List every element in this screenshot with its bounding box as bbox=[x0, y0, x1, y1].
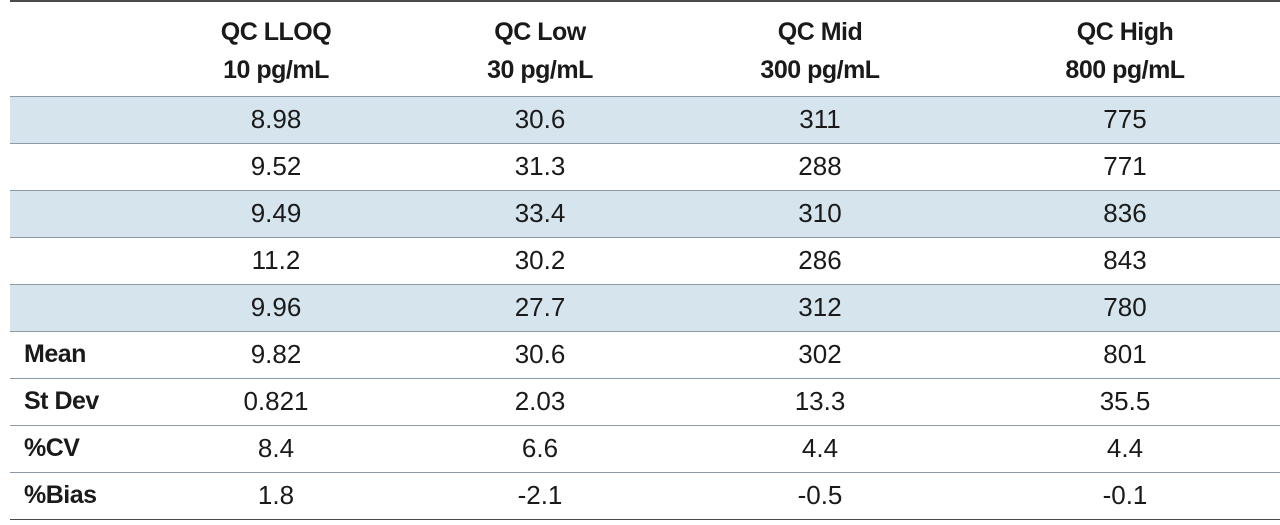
cell-value: 8.4 bbox=[142, 425, 410, 473]
header-name: QC LLOQ bbox=[220, 17, 332, 46]
cell-value: 30.6 bbox=[410, 96, 670, 144]
header-name: QC High bbox=[1076, 17, 1174, 46]
cell-value: 775 bbox=[970, 96, 1280, 144]
table-header-row: QC LLOQ 10 pg/mL QC Low 30 pg/mL QC Mid … bbox=[10, 0, 1280, 97]
cell-value: 843 bbox=[970, 237, 1280, 285]
header-name: QC Mid bbox=[777, 17, 863, 46]
cell-value: 8.98 bbox=[142, 96, 410, 144]
header-concentration: 10 pg/mL bbox=[223, 55, 329, 84]
table-row-bias: %Bias 1.8 -2.1 -0.5 -0.1 bbox=[10, 472, 1280, 520]
cell-value: 33.4 bbox=[410, 190, 670, 238]
cell-value: 801 bbox=[970, 331, 1280, 379]
cell-value: 31.3 bbox=[410, 143, 670, 191]
header-cell-qc-low: QC Low 30 pg/mL bbox=[410, 0, 670, 97]
cell-value: 30.6 bbox=[410, 331, 670, 379]
cell-value: 13.3 bbox=[670, 378, 970, 426]
row-label bbox=[10, 96, 142, 144]
cell-value: 35.5 bbox=[970, 378, 1280, 426]
table-row: 9.52 31.3 288 771 bbox=[10, 143, 1280, 191]
cell-value: 4.4 bbox=[970, 425, 1280, 473]
cell-value: 1.8 bbox=[142, 472, 410, 520]
cell-value: 27.7 bbox=[410, 284, 670, 332]
cell-value: -2.1 bbox=[410, 472, 670, 520]
cell-value: 312 bbox=[670, 284, 970, 332]
cell-value: 311 bbox=[670, 96, 970, 144]
table-row: 8.98 30.6 311 775 bbox=[10, 96, 1280, 144]
cell-value: 9.96 bbox=[142, 284, 410, 332]
cell-value: 771 bbox=[970, 143, 1280, 191]
header-cell-qc-high: QC High 800 pg/mL bbox=[970, 0, 1280, 97]
cell-value: 0.821 bbox=[142, 378, 410, 426]
header-cell-qc-mid: QC Mid 300 pg/mL bbox=[670, 0, 970, 97]
row-label-bias: %Bias bbox=[10, 472, 142, 520]
qc-results-table-container: QC LLOQ 10 pg/mL QC Low 30 pg/mL QC Mid … bbox=[10, 0, 1280, 520]
table-row: 9.96 27.7 312 780 bbox=[10, 284, 1280, 332]
header-name: QC Low bbox=[494, 17, 586, 46]
table-row-mean: Mean 9.82 30.6 302 801 bbox=[10, 331, 1280, 379]
cell-value: 9.49 bbox=[142, 190, 410, 238]
cell-value: -0.5 bbox=[670, 472, 970, 520]
cell-value: 302 bbox=[670, 331, 970, 379]
header-concentration: 30 pg/mL bbox=[487, 55, 593, 84]
cell-value: 30.2 bbox=[410, 237, 670, 285]
table-row-st-dev: St Dev 0.821 2.03 13.3 35.5 bbox=[10, 378, 1280, 426]
header-concentration: 800 pg/mL bbox=[1065, 55, 1185, 84]
cell-value: -0.1 bbox=[970, 472, 1280, 520]
cell-value: 9.82 bbox=[142, 331, 410, 379]
cell-value: 836 bbox=[970, 190, 1280, 238]
row-label-mean: Mean bbox=[10, 331, 142, 379]
cell-value: 780 bbox=[970, 284, 1280, 332]
row-label bbox=[10, 237, 142, 285]
header-cell-empty bbox=[10, 0, 142, 97]
cell-value: 11.2 bbox=[142, 237, 410, 285]
cell-value: 2.03 bbox=[410, 378, 670, 426]
header-cell-qc-lloq: QC LLOQ 10 pg/mL bbox=[142, 0, 410, 97]
cell-value: 288 bbox=[670, 143, 970, 191]
row-label bbox=[10, 190, 142, 238]
table-row-cv: %CV 8.4 6.6 4.4 4.4 bbox=[10, 425, 1280, 473]
cell-value: 286 bbox=[670, 237, 970, 285]
row-label-st-dev: St Dev bbox=[10, 378, 142, 426]
row-label bbox=[10, 284, 142, 332]
cell-value: 6.6 bbox=[410, 425, 670, 473]
cell-value: 4.4 bbox=[670, 425, 970, 473]
table-row: 11.2 30.2 286 843 bbox=[10, 237, 1280, 285]
cell-value: 310 bbox=[670, 190, 970, 238]
qc-results-table: QC LLOQ 10 pg/mL QC Low 30 pg/mL QC Mid … bbox=[10, 0, 1280, 520]
cell-value: 9.52 bbox=[142, 143, 410, 191]
header-concentration: 300 pg/mL bbox=[760, 55, 880, 84]
table-row: 9.49 33.4 310 836 bbox=[10, 190, 1280, 238]
row-label-cv: %CV bbox=[10, 425, 142, 473]
row-label bbox=[10, 143, 142, 191]
